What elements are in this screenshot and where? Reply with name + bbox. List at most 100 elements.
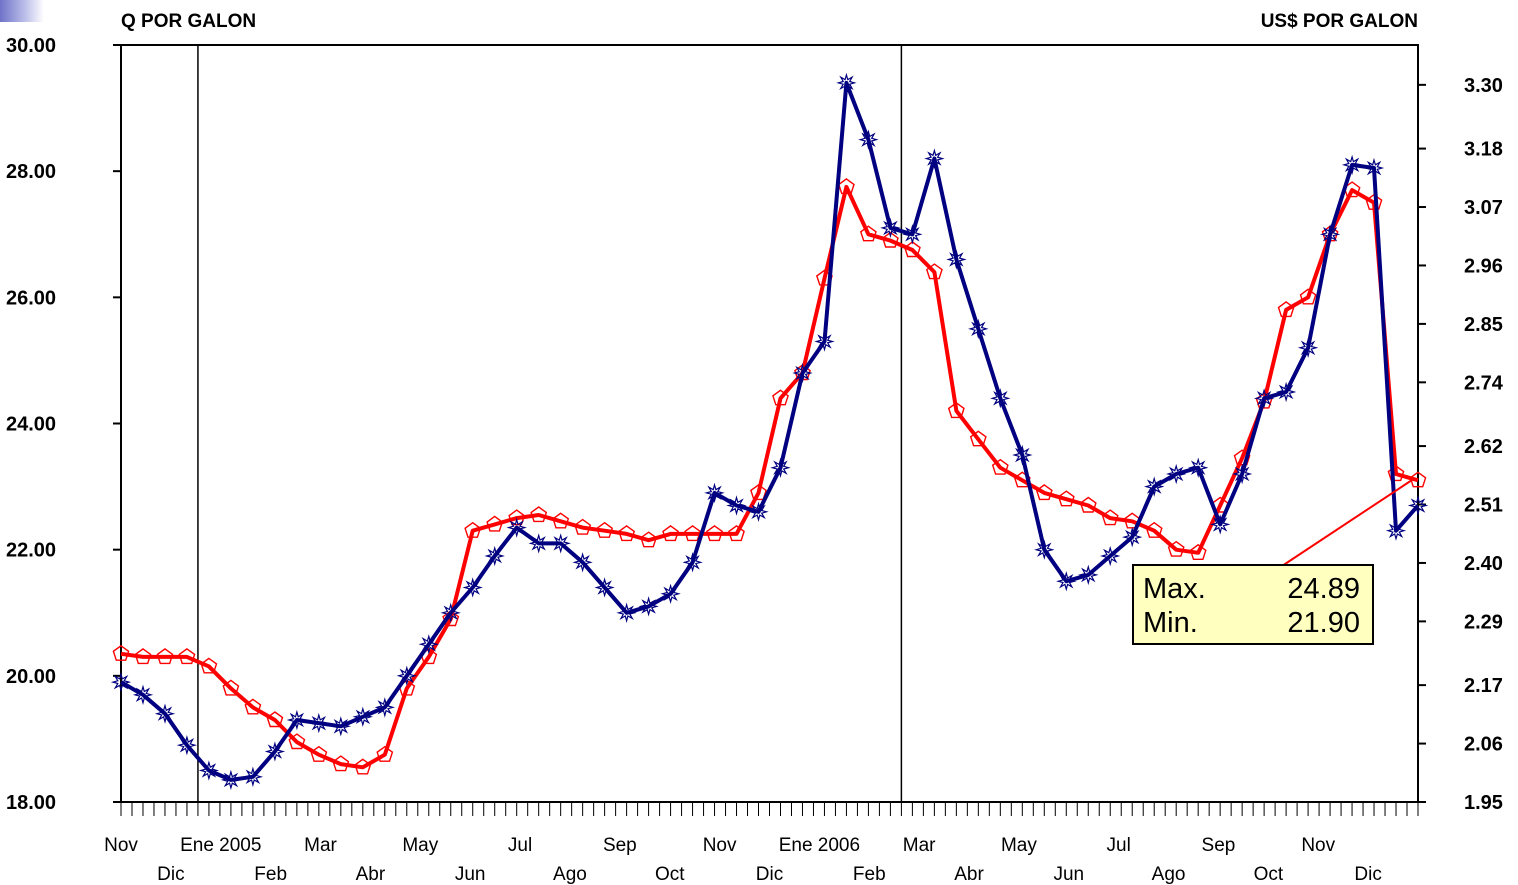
y-left-tick-label: 24.00 [6, 414, 56, 436]
series-quetzales-point [396, 665, 418, 686]
series-quetzales-point [638, 596, 659, 617]
x-month-label: Abr [954, 864, 984, 885]
stats-max-label: Max. [1143, 573, 1206, 605]
x-month-label: Ago [1152, 864, 1186, 885]
series-usd-point [354, 758, 372, 775]
series-quetzales-point [858, 129, 879, 150]
x-month-label: Nov [104, 835, 138, 856]
y-left-tick-label: 20.00 [6, 666, 56, 688]
series-usd-point [640, 531, 658, 548]
series-usd-point [442, 610, 460, 627]
series-quetzales-point [1341, 154, 1363, 176]
series-quetzales-point [880, 217, 901, 239]
series-quetzales-point [726, 495, 747, 516]
series-usd-point [508, 509, 526, 526]
series-usd-point [684, 525, 702, 542]
series-quetzales-point [374, 697, 396, 718]
series-quetzales-point [836, 72, 857, 94]
plot-frame [120, 44, 1419, 803]
series-usd-point [1409, 471, 1427, 488]
y-left-tick-label: 18.00 [6, 792, 56, 814]
series-quetzales-point [132, 684, 154, 706]
series-usd-point [222, 679, 240, 696]
x-month-label: Oct [1254, 864, 1284, 885]
series-quetzales-point [968, 318, 989, 340]
y-left-tick-label: 26.00 [6, 287, 56, 309]
series-quetzales-point [1056, 570, 1077, 592]
stats-min-label: Min. [1143, 607, 1198, 639]
series-usd-point [310, 745, 328, 762]
series-quetzales-point [1012, 444, 1033, 466]
series-quetzales-point [352, 706, 374, 727]
series-quetzales-point [550, 533, 571, 554]
x-month-label: Dic [157, 864, 184, 885]
series-quetzales-point [1034, 539, 1055, 560]
series-usd-point [1057, 490, 1075, 507]
series-quetzales-point [990, 388, 1011, 409]
series-usd-point [991, 458, 1009, 475]
x-month-label: Jul [1107, 835, 1131, 856]
series-quetzales-point [220, 769, 242, 791]
series-usd-point [200, 657, 218, 674]
series-usd-point [112, 644, 130, 661]
series-quetzales-point [616, 602, 637, 624]
y-right-tick-label: 3.30 [1464, 75, 1503, 97]
series-quetzales-point [1165, 463, 1187, 485]
series-quetzales-point [506, 517, 527, 538]
series-usd-point [464, 521, 482, 538]
series-quetzales-point [682, 552, 703, 573]
x-month-label: Jun [455, 864, 486, 885]
series-usd-point [1035, 484, 1053, 501]
series-quetzales-point [1275, 381, 1297, 403]
series-quetzales-point [1099, 545, 1121, 567]
x-month-label: Dic [756, 864, 783, 885]
y-right-tick-label: 2.85 [1464, 314, 1503, 336]
series-quetzales-point [1231, 463, 1253, 485]
stats-max-value: 24.89 [1287, 573, 1360, 605]
x-month-label: Ene 2005 [180, 835, 261, 856]
x-month-label: Mar [304, 835, 337, 856]
y-right-tick-label: 2.62 [1464, 436, 1503, 458]
series-quetzales-point [1363, 157, 1385, 179]
x-month-label: Ago [553, 864, 587, 885]
series-quetzales [110, 72, 1429, 791]
stats-box: Max. 24.89 Min. 21.90 [1132, 564, 1374, 645]
series-usd [112, 178, 1427, 775]
series-usd-point [1079, 496, 1097, 513]
x-month-label: Oct [655, 864, 685, 885]
series-usd-point [1365, 193, 1383, 210]
series-usd-point [156, 648, 174, 665]
x-month-label: Jul [508, 835, 532, 856]
series-usd-point [1211, 496, 1229, 513]
series-quetzales-point [770, 457, 791, 478]
y-right-tick-label: 2.96 [1464, 255, 1503, 277]
y-left-tick-label: 22.00 [6, 540, 56, 562]
y-left-tick-label: 30.00 [6, 35, 56, 57]
stats-callout-line [1281, 479, 1413, 567]
series-usd-point [1167, 540, 1185, 557]
series-usd-point [859, 225, 877, 242]
x-month-label: Abr [356, 864, 386, 885]
series-quetzales-point [1188, 457, 1209, 478]
stats-min-value: 21.90 [1287, 607, 1360, 639]
x-month-label: Ene 2006 [779, 835, 860, 856]
stats-box-frame [1132, 564, 1374, 645]
series-quetzales-point [418, 634, 440, 655]
x-month-label: May [1001, 835, 1037, 856]
series-usd-point [728, 525, 745, 542]
series-quetzales-point [748, 501, 769, 523]
series-quetzales-point [176, 734, 198, 756]
series-usd-point [772, 389, 789, 406]
series-quetzales-point [572, 552, 593, 573]
series-quetzales-point [1385, 520, 1407, 541]
y-right-tick-label: 2.51 [1464, 495, 1503, 517]
right-axis-title: US$ POR GALON [1261, 11, 1418, 32]
y-right-tick-label: 2.40 [1464, 553, 1503, 575]
series-usd-point [706, 525, 724, 542]
series-usd-point [178, 648, 196, 665]
series-quetzales-point [242, 766, 264, 788]
x-month-label: Nov [703, 835, 737, 856]
series-quetzales-point [1253, 388, 1275, 409]
y-right-tick-label: 2.06 [1464, 734, 1503, 756]
